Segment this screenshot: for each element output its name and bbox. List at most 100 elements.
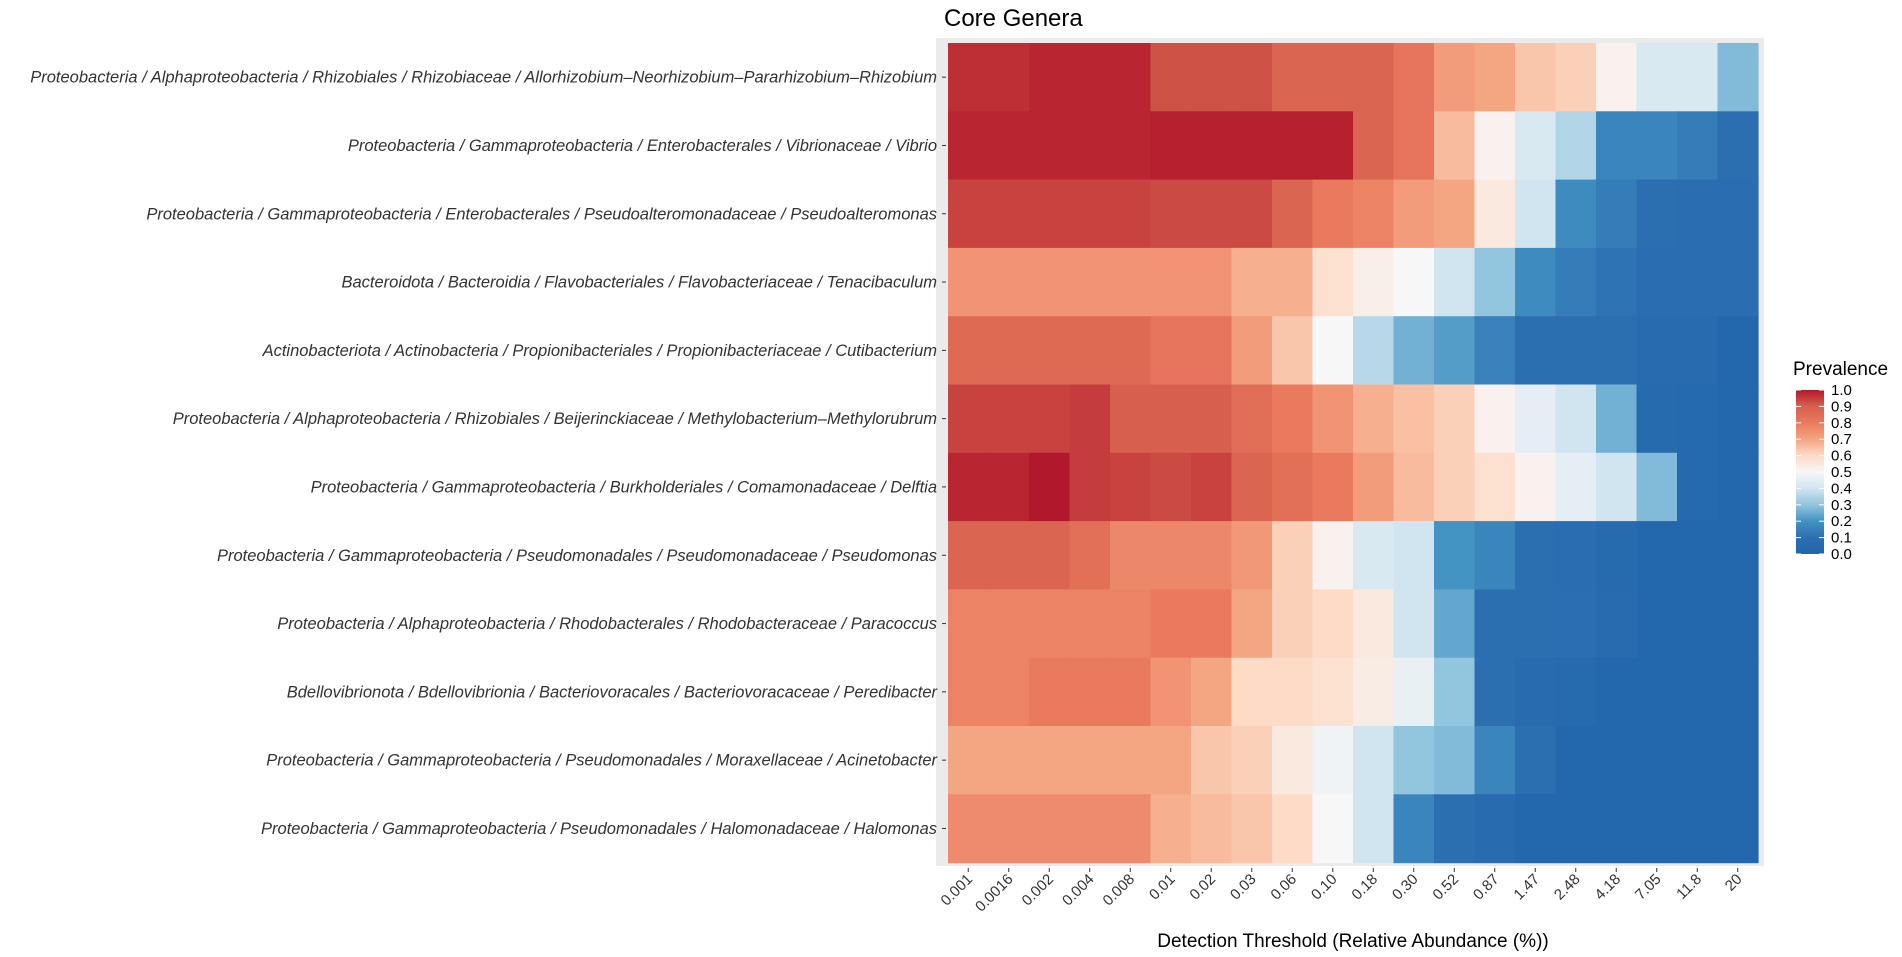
heatmap-cell	[1150, 179, 1192, 249]
heatmap-cell	[1150, 726, 1192, 795]
heatmap-cell	[1272, 43, 1314, 112]
heatmap-cell	[948, 247, 990, 317]
heatmap-cell	[988, 521, 1030, 590]
heatmap-cell	[1677, 726, 1719, 795]
heatmap-cell	[1312, 452, 1354, 522]
heatmap-cell	[1717, 247, 1759, 317]
heatmap-cell	[1353, 43, 1395, 112]
heatmap-cell	[1231, 589, 1273, 659]
heatmap-cell	[1515, 43, 1557, 112]
heatmap-cell	[1515, 179, 1557, 249]
heatmap-cell	[1636, 657, 1678, 727]
heatmap-cell	[1555, 521, 1597, 590]
heatmap-cell	[1434, 452, 1476, 522]
heatmap-cell	[1515, 589, 1557, 659]
legend: Prevalence 1.00.90.80.70.60.50.40.30.20.…	[1793, 359, 1888, 563]
heatmap-cell	[1434, 384, 1476, 454]
heatmap-cell	[1312, 794, 1354, 864]
heatmap-cell	[948, 521, 990, 590]
heatmap-cell	[1434, 589, 1476, 659]
x-tick-label: 0.001	[938, 871, 977, 910]
heatmap-cell	[1636, 43, 1678, 112]
heatmap-cell	[1231, 452, 1273, 522]
heatmap-cell	[988, 247, 1030, 317]
heatmap-cell	[988, 726, 1030, 795]
heatmap-cell	[1110, 43, 1152, 112]
row-label: Proteobacteria / Gammaproteobacteria / E…	[146, 205, 937, 223]
heatmap-cell	[1717, 384, 1759, 454]
heatmap-cell	[1150, 111, 1192, 181]
heatmap-cell	[1150, 657, 1192, 727]
heatmap-cell	[1555, 179, 1597, 249]
heatmap-cell	[1677, 316, 1719, 386]
heatmap-cell	[1596, 657, 1638, 727]
row-labels: Proteobacteria / Alphaproteobacteria / R…	[30, 69, 946, 838]
heatmap-cell	[948, 111, 990, 181]
heatmap-cell	[1515, 247, 1557, 317]
heatmap-cell	[1191, 521, 1233, 590]
heatmap-cell	[1636, 589, 1678, 659]
heatmap-cell	[1312, 247, 1354, 317]
heatmap-cell	[1069, 384, 1111, 454]
heatmap-cell	[1555, 589, 1597, 659]
heatmap-cell	[1191, 179, 1233, 249]
heatmap-cell	[1636, 384, 1678, 454]
heatmap-cell	[1474, 452, 1516, 522]
heatmap-cell	[948, 316, 990, 386]
heatmap-cell	[1029, 316, 1071, 386]
heatmap-cell	[1191, 111, 1233, 181]
x-tick-label: 0.52	[1429, 871, 1462, 904]
heatmap-cell	[1029, 384, 1071, 454]
heatmap-cell	[1191, 794, 1233, 864]
heatmap-cell	[1474, 794, 1516, 864]
heatmap-cell	[1191, 247, 1233, 317]
heatmap-cell	[1312, 111, 1354, 181]
heatmap-cell	[948, 589, 990, 659]
heatmap-cell	[1636, 111, 1678, 181]
heatmap-cell	[1110, 657, 1152, 727]
heatmap-cell	[1555, 726, 1597, 795]
heatmap-cell	[1555, 384, 1597, 454]
legend-tick-label: 0.9	[1831, 398, 1852, 415]
legend-tick-label: 0.0	[1831, 546, 1852, 563]
heatmap-cell	[1555, 657, 1597, 727]
heatmap-cell	[988, 43, 1030, 112]
heatmap-cell	[1029, 726, 1071, 795]
heatmap-cell	[1029, 589, 1071, 659]
row-label: Proteobacteria / Alphaproteobacteria / R…	[30, 69, 937, 87]
heatmap-cell	[1150, 384, 1192, 454]
heatmap-cell	[1474, 179, 1516, 249]
heatmap-cell	[1272, 111, 1314, 181]
legend-tick-label: 0.3	[1831, 497, 1852, 514]
x-tick-label: 0.10	[1308, 871, 1341, 904]
heatmap-cell	[1677, 589, 1719, 659]
heatmap-cell	[1272, 657, 1314, 727]
heatmap-cell	[1393, 384, 1435, 454]
heatmap-cell	[1069, 111, 1111, 181]
row-label: Actinobacteriota / Actinobacteria / Prop…	[262, 342, 937, 360]
heatmap-cell	[1150, 247, 1192, 317]
heatmap-cell	[1272, 179, 1314, 249]
heatmap-cell	[1393, 521, 1435, 590]
heatmap-cell	[1231, 521, 1273, 590]
x-tick-label: 2.48	[1551, 871, 1584, 904]
heatmap-cell	[1069, 521, 1111, 590]
x-tick-label: 4.18	[1591, 871, 1624, 904]
heatmap-cell	[1555, 43, 1597, 112]
heatmap-cell	[1515, 657, 1557, 727]
heatmap-cell	[1636, 452, 1678, 522]
heatmap-cell	[1069, 316, 1111, 386]
heatmap-cell	[1596, 179, 1638, 249]
heatmap-cell	[1677, 521, 1719, 590]
heatmap-cell	[1434, 657, 1476, 727]
heatmap-cell	[1434, 726, 1476, 795]
heatmap-cell	[1596, 726, 1638, 795]
heatmap-cell	[1474, 111, 1516, 181]
heatmap-cell	[1231, 316, 1273, 386]
heatmap-cell	[1474, 43, 1516, 112]
heatmap-cell	[1150, 521, 1192, 590]
heatmap-cell	[1231, 657, 1273, 727]
heatmap-cell	[1555, 794, 1597, 864]
